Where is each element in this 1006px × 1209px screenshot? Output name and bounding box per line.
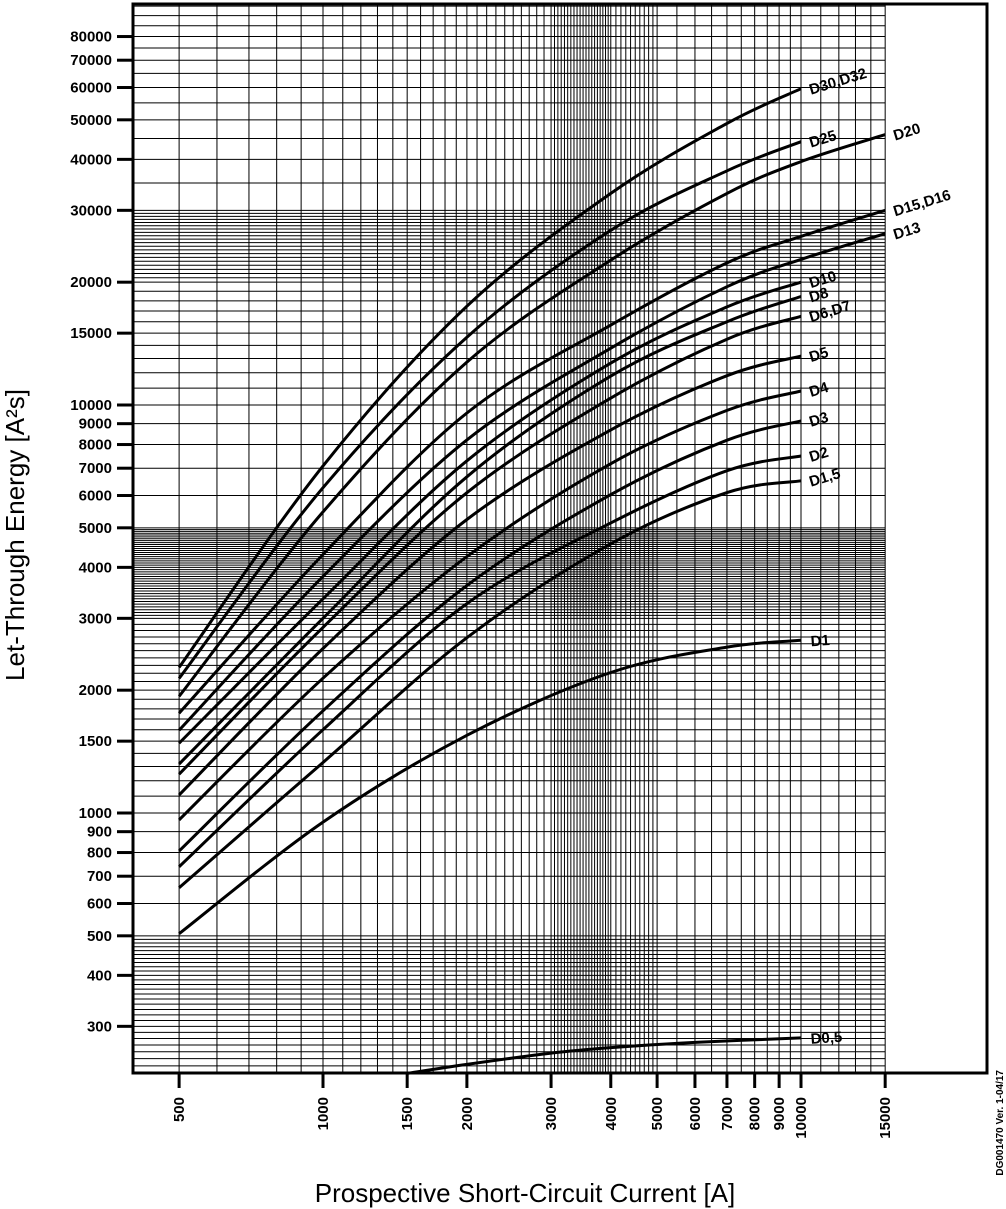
curve-d15-d16: [177, 208, 886, 715]
x-tick-label: 5000: [649, 1097, 666, 1130]
curve-d0-5: [406, 1036, 802, 1075]
y-tick-label: 30000: [70, 202, 112, 219]
x-tick-label: 8000: [747, 1097, 764, 1130]
curve-label: D1,5: [807, 465, 842, 491]
y-tick-label: 600: [87, 896, 112, 913]
curves: [177, 87, 886, 1075]
curve-label: D5: [807, 344, 830, 366]
watermark-code: DG001470 Ver. 1-04/17: [995, 1070, 1006, 1176]
curve-label: D15,D16: [891, 187, 953, 221]
x-tick-label: 1500: [399, 1097, 416, 1130]
curve-label: D1: [810, 632, 830, 650]
y-tick-label: 500: [87, 928, 112, 945]
curve-d6-d7: [178, 314, 802, 776]
y-tick-label: 60000: [70, 80, 112, 97]
curve-label: D20: [891, 120, 922, 144]
curve-label: D13: [891, 219, 922, 243]
y-tick-label: 10000: [70, 397, 112, 414]
y-tick-label: 3000: [79, 610, 112, 627]
curve-d25: [177, 140, 802, 680]
y-axis-title: Let-Through Energy [A²s]: [0, 389, 30, 681]
x-tick-label: 7000: [719, 1097, 736, 1130]
y-tick-label: 300: [87, 1018, 112, 1035]
curve-d4: [178, 389, 802, 821]
y-tick-label: 5000: [79, 520, 112, 537]
x-tick-label: 3000: [543, 1097, 560, 1130]
y-tick-label: 50000: [70, 112, 112, 129]
y-tick-label: 800: [87, 845, 112, 862]
y-axis-ticks: 300 400 500 600 700 800 900 1000 1500 2000 3000 400…: [70, 29, 133, 1035]
y-tick-label: 900: [87, 824, 112, 841]
x-tick-label: 15000: [877, 1097, 894, 1139]
curve-label: D0,5: [810, 1029, 843, 1048]
x-tick-label: 4000: [603, 1097, 620, 1130]
y-tick-label: 1000: [79, 805, 112, 822]
y-tick-label: 8000: [79, 437, 112, 454]
curve-label: D8: [807, 284, 830, 306]
y-tick-label: 4000: [79, 559, 112, 576]
y-tick-label: 7000: [79, 460, 112, 477]
curve-d8: [178, 295, 802, 766]
x-tick-label: 1000: [315, 1097, 332, 1130]
curve-d30-d32: [177, 87, 802, 669]
curve-d1: [178, 638, 802, 935]
x-tick-label: 6000: [687, 1097, 704, 1130]
curve-d3: [178, 419, 802, 853]
x-tick-label: 500: [171, 1097, 188, 1122]
y-tick-label: 6000: [79, 488, 112, 505]
grid: [133, 4, 886, 1073]
y-tick-label: 20000: [70, 274, 112, 291]
x-tick-label: 2000: [459, 1097, 476, 1130]
curve-d5: [178, 354, 802, 797]
curve-label: D3: [807, 409, 830, 431]
y-tick-label: 70000: [70, 52, 112, 69]
y-tick-label: 400: [87, 967, 112, 984]
y-tick-label: 2000: [79, 682, 112, 699]
curve-d13: [178, 232, 886, 732]
curve-label: D4: [807, 379, 831, 401]
plot-frame: [131, 2, 989, 1075]
y-tick-label: 15000: [70, 325, 112, 342]
y-tick-label: 80000: [70, 29, 112, 46]
curve-d2: [178, 454, 802, 868]
curve-label: D25: [807, 127, 838, 151]
x-axis-title: Prospective Short-Circuit Current [A]: [315, 1178, 735, 1208]
y-tick-label: 1500: [79, 733, 112, 750]
curve-d10: [178, 280, 802, 745]
x-tick-label: 9000: [771, 1097, 788, 1130]
y-tick-label: 700: [87, 868, 112, 885]
y-tick-label: 9000: [79, 416, 112, 433]
x-axis-ticks: 500 1000 1500 2000 3000 4000 5000 6000 7000 8000 9…: [171, 1073, 894, 1139]
curve-d1-5: [178, 479, 802, 889]
curve-label: D2: [807, 444, 830, 466]
x-tick-label: 10000: [793, 1097, 810, 1139]
curve-label: D30,D32: [807, 65, 869, 99]
curve-d20: [177, 133, 886, 698]
y-tick-label: 40000: [70, 151, 112, 168]
